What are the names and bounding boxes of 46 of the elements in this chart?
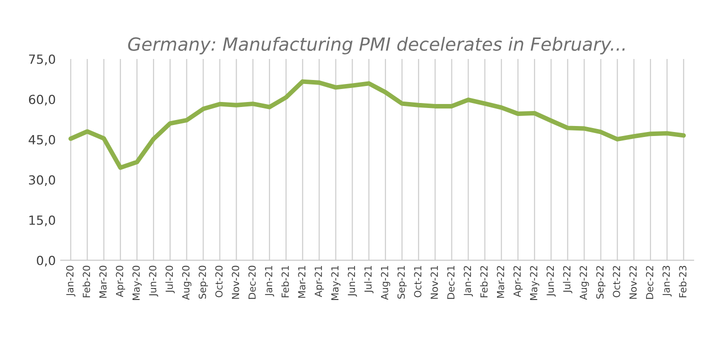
y-tick-label: 15,0 [29, 215, 56, 226]
y-tick-label: 45,0 [28, 134, 56, 146]
x-tick-label: Apr-20 [116, 266, 126, 298]
y-tick-label: 60,0 [28, 94, 56, 106]
x-tick-label: Aug-21 [380, 266, 390, 300]
x-tick-label: Mar-22 [496, 266, 504, 298]
x-tick-label: Mar-21 [298, 266, 306, 298]
line-series [68, 79, 686, 170]
x-tick-label: Sep-20 [198, 266, 208, 299]
x-tick-label: Mar-20 [99, 266, 107, 298]
x-tick-label: May-21 [331, 266, 340, 300]
x-tick-label: Nov-21 [430, 266, 438, 299]
x-tick-label: Jun-20 [149, 266, 158, 297]
y-tick-label: 0,0 [36, 256, 56, 266]
y-tick-label: 75,0 [29, 54, 56, 66]
x-tick-label: Nov-20 [232, 266, 240, 299]
x-tick-label: Feb-23 [678, 266, 686, 298]
x-tick-label: Oct-22 [612, 266, 620, 298]
x-tick-label: Jul-21 [364, 266, 374, 294]
x-tick-label: Dec-20 [248, 266, 256, 299]
x-tick-label: Jan-22 [464, 266, 473, 296]
x-tick-label: Feb-22 [480, 266, 488, 298]
x-tick-label: Jan-20 [66, 266, 76, 296]
x-tick-label: Jul-20 [165, 266, 175, 294]
x-tick-label: Oct-21 [414, 266, 422, 298]
x-tick-label: Dec-22 [646, 266, 654, 299]
chart-title: Germany: Manufacturing PMI decelerates in February... [128, 36, 625, 54]
x-tick-label: Aug-20 [182, 266, 192, 300]
x-tick-label: Apr-22 [513, 266, 523, 298]
x-tick-label: Apr-21 [314, 266, 324, 298]
y-tick-label: 30,0 [29, 175, 56, 186]
x-tick-label: Jan-23 [662, 266, 672, 296]
x-tick-label: Feb-21 [281, 266, 289, 298]
x-tick-label: May-20 [132, 266, 142, 300]
x-tick-label: Dec-21 [447, 266, 455, 299]
x-tick-label: Sep-21 [397, 266, 407, 299]
x-tick-label: Jul-22 [562, 266, 572, 294]
x-tick-label: Jun-22 [546, 266, 556, 297]
x-tick-label: Oct-20 [215, 266, 223, 298]
x-tick-label: Sep-22 [596, 266, 606, 299]
x-tick-label: Jun-21 [348, 266, 357, 297]
x-tick-label: May-22 [530, 266, 540, 300]
x-tick-label: Jan-21 [264, 266, 274, 296]
x-tick-label: Nov-22 [629, 266, 637, 299]
x-tick-label: Aug-22 [580, 266, 589, 300]
x-tick-label: Feb-20 [82, 266, 90, 298]
